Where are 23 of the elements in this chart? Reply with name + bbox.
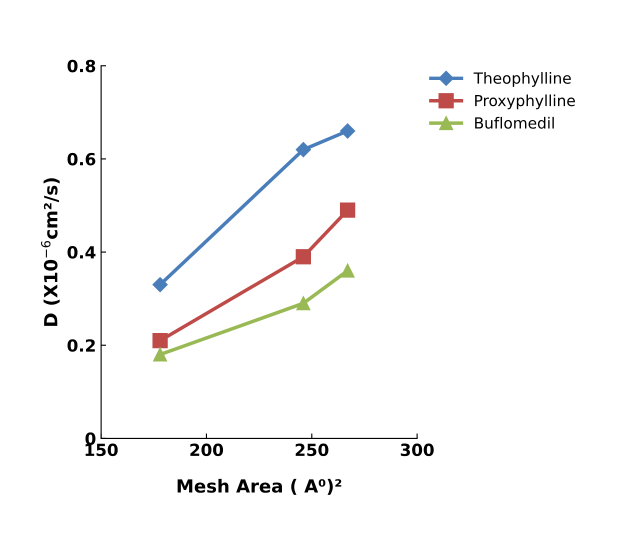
legend-label: Buflomedil [475,116,554,129]
x-tick-label: 200 [190,444,224,456]
y-tick-label: 0.2 [68,339,95,352]
point [152,332,168,348]
point [340,123,356,139]
point [296,142,311,158]
y-tick-label: 0 [85,432,96,445]
x-tick-label: 250 [296,444,328,456]
point [152,277,168,292]
y-tick-label: 0.8 [68,60,96,72]
x-tick-label: 300 [400,444,434,456]
point [340,264,355,278]
y-axis-title: D (X10$^{−6}$cm²/s) [40,178,60,326]
point [153,348,168,362]
point [340,202,356,218]
x-tick-label: 150 [86,444,118,456]
point [296,249,311,264]
legend-label: Proxyphylline [475,94,575,110]
y-tick-label: 0.4 [68,246,96,259]
point [296,296,310,310]
legend-label: Theophylline [474,72,571,87]
x-axis-title: Mesh Area ( A⁰)² [178,478,342,495]
y-tick-label: 0.6 [68,152,96,166]
